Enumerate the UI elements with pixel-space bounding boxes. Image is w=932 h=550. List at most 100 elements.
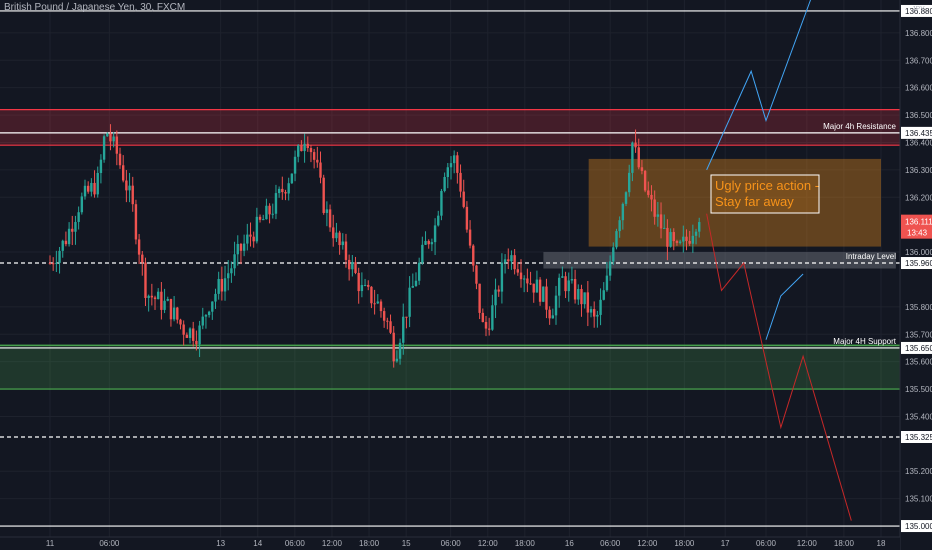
candle-body — [395, 358, 399, 362]
candle-body — [675, 241, 679, 243]
candle-body — [74, 221, 77, 232]
candle-body — [207, 311, 211, 316]
price-axis[interactable]: 136.800 136.700 136.600 136.500 136.400 136.3… — [899, 0, 932, 550]
candle-body — [274, 193, 278, 214]
candle-body — [602, 290, 605, 300]
price-tick-label: 135.400 — [905, 412, 932, 421]
candle-body — [481, 312, 485, 323]
price-tick-label: 136.500 — [905, 111, 932, 120]
candle-body — [58, 250, 61, 263]
candle-body — [71, 228, 74, 232]
time-tick-label: 06:00 — [285, 539, 306, 548]
candle-body — [367, 284, 370, 287]
candle-body — [535, 279, 539, 293]
candle-body — [564, 276, 567, 292]
candle-body — [507, 259, 510, 262]
candle-body — [456, 155, 459, 173]
candle-body — [102, 136, 106, 160]
candle-body — [656, 214, 660, 217]
candle-body — [640, 167, 644, 171]
candle-body — [160, 291, 163, 310]
candle-body — [121, 165, 125, 181]
top-line-price-tag — [901, 4, 932, 17]
candle-body — [179, 319, 182, 325]
time-tick-label: 18 — [877, 539, 886, 548]
candle-body — [459, 172, 462, 192]
top-line-price-label: 136.880 — [905, 7, 932, 16]
candle-body — [586, 292, 590, 313]
candle-body — [647, 190, 650, 195]
candle-body — [551, 315, 555, 319]
current-price-label: 136.111 — [905, 218, 932, 227]
major-4h-resistance-price-label: 136.435 — [905, 129, 932, 138]
candle-body — [236, 243, 239, 255]
candle-body — [592, 309, 596, 317]
price-tick-label: 136.200 — [905, 193, 932, 202]
candle-body — [332, 227, 335, 239]
candle-body — [287, 183, 290, 194]
candle-body — [650, 194, 653, 200]
candle-body — [542, 286, 545, 302]
candle-body — [570, 279, 574, 281]
time-tick-label: 12:00 — [478, 539, 499, 548]
projection-up-short — [765, 273, 804, 340]
candle-body — [386, 320, 389, 322]
candle-body — [118, 153, 122, 166]
currency-tag: JPY — [912, 6, 925, 13]
candle-body — [77, 212, 80, 222]
candle-body — [596, 314, 599, 317]
candle-body — [297, 145, 300, 157]
annotation-box[interactable]: Ugly price action -Stay far away — [710, 174, 820, 214]
annotation-frame[interactable] — [710, 174, 820, 214]
candle-body — [109, 133, 112, 142]
candle-body — [316, 159, 319, 163]
candle-body — [268, 205, 271, 215]
candle-body — [567, 280, 570, 292]
candle-body — [277, 188, 281, 194]
intraday-box — [543, 252, 896, 269]
time-tick-label: 14 — [253, 539, 262, 548]
candle-body — [198, 325, 201, 345]
candle-body — [163, 300, 166, 310]
time-tick-label: 12:00 — [322, 539, 343, 548]
candle-body — [653, 199, 656, 217]
candle-body — [147, 295, 150, 298]
candle-body — [411, 286, 414, 288]
major-4h-support-price-label: 135.650 — [905, 344, 932, 353]
price-tick-label: 136.000 — [905, 248, 932, 257]
price-tick-label: 135.600 — [905, 358, 932, 367]
time-axis[interactable]: 11 06:00 13 14 06:00 12:00 18:00 15 06:00 12:00 18… — [0, 536, 900, 550]
price-tick-label: 136.400 — [905, 138, 932, 147]
candle-body — [452, 155, 456, 164]
chart-title: British Pound / Japanese Yen, 30, FXCM — [4, 2, 186, 13]
candle-body — [698, 222, 701, 232]
candle-body — [335, 232, 338, 239]
time-tick-label: 11 — [46, 539, 55, 548]
major-4h-support-text: Major 4H Support — [833, 337, 896, 346]
candle-body — [363, 284, 367, 286]
projections — [706, 0, 852, 521]
candle-body — [93, 182, 96, 195]
time-tick-label: 06:00 — [99, 539, 120, 548]
candle-body — [217, 278, 220, 294]
time-tick-label: 17 — [721, 539, 730, 548]
candle-body — [242, 243, 246, 251]
candle-body — [446, 167, 450, 177]
candle-body — [188, 328, 192, 338]
current-price-tag[interactable] — [901, 214, 932, 239]
time-tick-label: 12:00 — [637, 539, 658, 548]
candle-body — [430, 242, 434, 245]
candle-body — [328, 209, 332, 228]
candle-body — [176, 307, 179, 320]
candle-body — [351, 262, 354, 270]
candle-body — [513, 255, 516, 270]
candle-body — [462, 191, 465, 207]
candle-body — [344, 241, 348, 260]
price-tick-label: 136.700 — [905, 56, 932, 65]
candles — [48, 124, 701, 368]
candle-body — [405, 316, 408, 318]
candle-body — [414, 280, 418, 287]
candle-body — [494, 289, 497, 306]
